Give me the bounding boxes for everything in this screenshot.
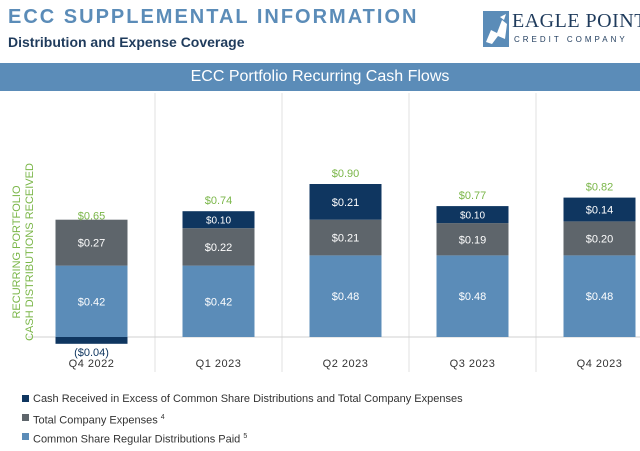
bar-segment-distributions (309, 255, 382, 337)
data-label-distributions: $0.48 (586, 291, 614, 303)
eagle-icon (483, 11, 509, 47)
logo-name: EAGLE POINT (512, 10, 640, 32)
legend-item-excess: Cash Received in Excess of Common Share … (22, 391, 463, 410)
total-label: $0.74 (205, 195, 233, 207)
y-axis-label-line-2: CASH DISTRIBUTIONS RECEIVED (24, 163, 36, 341)
x-tick-label: Q1 2023 (196, 358, 242, 370)
data-label-expenses: $0.21 (332, 233, 360, 245)
legend-item-expenses: Total Company Expenses 4 (22, 410, 463, 429)
data-label-expenses: $0.22 (205, 242, 233, 254)
data-label-excess: $0.10 (460, 211, 485, 222)
data-label-expenses: $0.19 (459, 234, 487, 246)
total-label: $0.82 (586, 182, 614, 194)
data-label-excess: $0.14 (586, 205, 614, 217)
bar-segment-distributions (182, 265, 255, 337)
data-label-expenses: $0.20 (586, 233, 614, 245)
bar-segment-excess (436, 206, 509, 224)
bar-segment-expenses (563, 221, 636, 256)
legend-swatch-distributions (22, 433, 29, 440)
logo-tagline: CREDIT COMPANY (514, 35, 628, 44)
bar-segment-expenses (55, 219, 128, 266)
page-subtitle: Distribution and Expense Coverage (8, 34, 245, 50)
bar-segment-excess (182, 211, 255, 229)
bar-segment-distributions (55, 265, 128, 337)
page-title: ECC SUPPLEMENTAL INFORMATION (8, 6, 419, 28)
data-label-excess: $0.21 (332, 197, 360, 209)
footnote-5: 5 (243, 433, 248, 440)
bar-segment-distributions (563, 255, 636, 337)
total-label: $0.90 (332, 168, 360, 180)
data-label-expenses: $0.27 (78, 238, 106, 250)
data-label-distributions: $0.42 (205, 296, 233, 308)
legend-label-expenses: Total Company Expenses (33, 414, 158, 427)
y-axis-label-line-1: RECURRING PORTFOLIO (11, 185, 23, 319)
bar-segment-excess (55, 337, 128, 344)
bar-segment-excess (309, 184, 382, 220)
chart-legend: Cash Received in Excess of Common Share … (22, 391, 463, 448)
legend-label-excess: Cash Received in Excess of Common Share … (33, 393, 463, 405)
legend-item-distributions: Common Share Regular Distributions Paid … (22, 429, 463, 448)
bar-segment-excess (563, 197, 636, 222)
data-label-excess-negative: ($0.04) (74, 347, 109, 359)
x-tick-label: Q4 2022 (69, 358, 115, 370)
bar-segment-distributions (436, 255, 509, 337)
data-label-distributions: $0.42 (78, 296, 106, 308)
company-logo: EAGLE POINT CREDIT COMPANY (478, 6, 640, 52)
total-label: $0.77 (459, 190, 487, 202)
x-tick-label: Q3 2023 (450, 358, 496, 370)
data-label-distributions: $0.48 (459, 291, 487, 303)
legend-swatch-excess (22, 395, 29, 402)
x-tick-label: Q2 2023 (323, 358, 369, 370)
bar-segment-expenses (436, 223, 509, 256)
data-label-distributions: $0.48 (332, 291, 360, 303)
chart-title: ECC Portfolio Recurring Cash Flows (0, 63, 640, 91)
footnote-4: 4 (160, 414, 165, 421)
x-tick-label: Q4 2023 (577, 358, 623, 370)
total-label: $0.65 (78, 211, 106, 223)
y-axis-label: RECURRING PORTFOLIO CASH DISTRIBUTIONS R… (11, 163, 37, 341)
legend-swatch-expenses (22, 414, 29, 421)
legend-label-distributions: Common Share Regular Distributions Paid (33, 433, 241, 446)
data-label-excess: $0.10 (206, 216, 231, 227)
bar-segment-expenses (309, 219, 382, 256)
bar-segment-expenses (182, 228, 255, 266)
